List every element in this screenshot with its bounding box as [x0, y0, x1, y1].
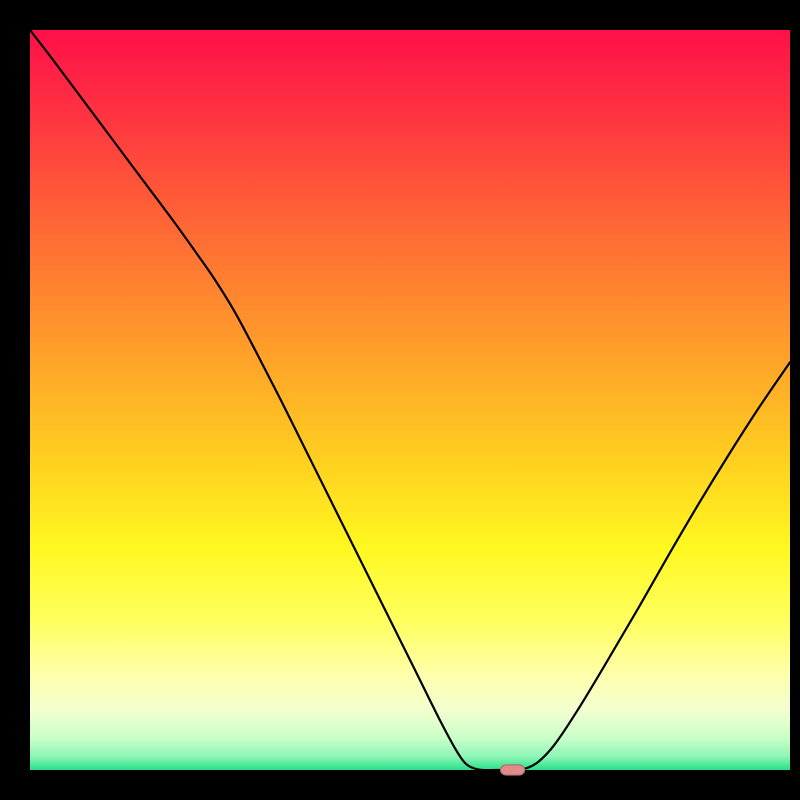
watermark-text: TheBottleneck.com [581, 4, 790, 33]
optimal-marker [500, 765, 524, 775]
bottleneck-chart [0, 0, 800, 800]
chart-container: TheBottleneck.com [0, 0, 800, 800]
